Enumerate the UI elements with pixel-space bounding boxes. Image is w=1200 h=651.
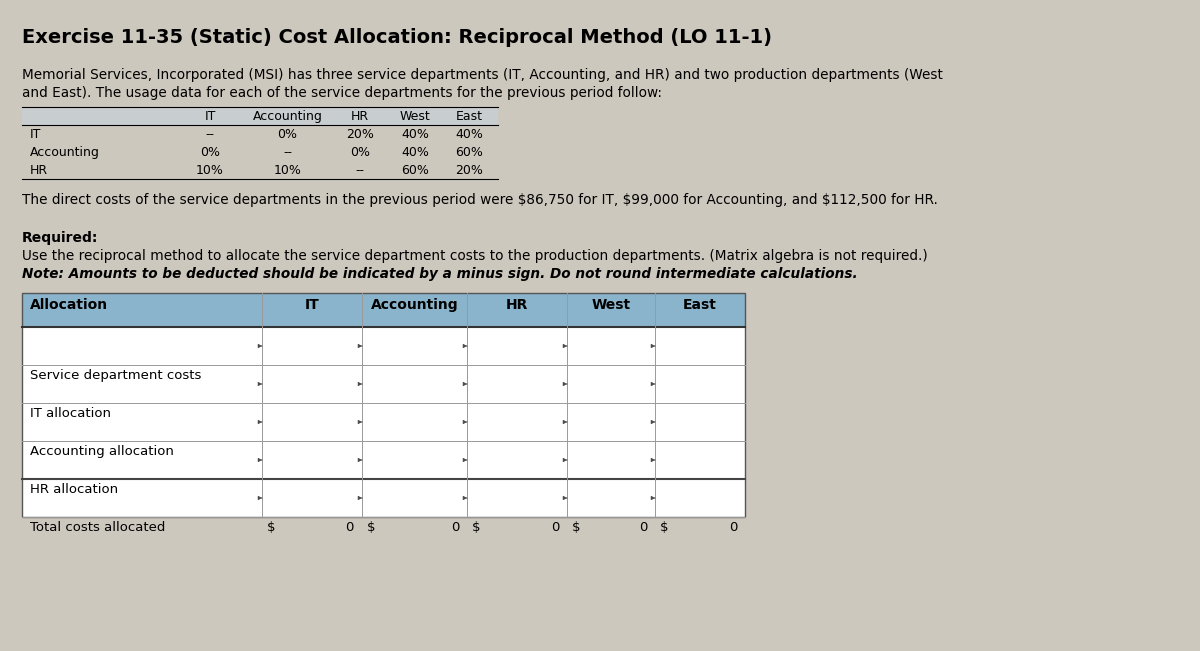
Text: Total costs allocated: Total costs allocated bbox=[30, 521, 166, 534]
Text: Accounting: Accounting bbox=[252, 110, 323, 123]
Text: 40%: 40% bbox=[401, 128, 428, 141]
Text: 0: 0 bbox=[346, 521, 354, 534]
Text: East: East bbox=[683, 298, 716, 312]
Text: Accounting allocation: Accounting allocation bbox=[30, 445, 174, 458]
Text: HR allocation: HR allocation bbox=[30, 483, 118, 496]
Text: --: -- bbox=[355, 164, 365, 177]
Bar bbox=[22, 365, 745, 403]
Bar bbox=[22, 293, 745, 517]
Text: Note: Amounts to be deducted should be indicated by a minus sign. Do not round i: Note: Amounts to be deducted should be i… bbox=[22, 267, 858, 281]
Text: 40%: 40% bbox=[401, 146, 428, 159]
Text: IT: IT bbox=[30, 128, 41, 141]
Text: Allocation: Allocation bbox=[30, 298, 108, 312]
Bar bbox=[22, 293, 745, 327]
Text: $: $ bbox=[367, 521, 376, 534]
Text: $: $ bbox=[266, 521, 276, 534]
Bar bbox=[22, 403, 745, 441]
Text: 0: 0 bbox=[551, 521, 559, 534]
Text: East: East bbox=[456, 110, 482, 123]
Bar bbox=[22, 107, 498, 125]
Text: HR: HR bbox=[506, 298, 528, 312]
Text: $: $ bbox=[572, 521, 581, 534]
Text: 0%: 0% bbox=[277, 128, 298, 141]
Text: Memorial Services, Incorporated (MSI) has three service departments (IT, Account: Memorial Services, Incorporated (MSI) ha… bbox=[22, 68, 943, 82]
Text: The direct costs of the service departments in the previous period were $86,750 : The direct costs of the service departme… bbox=[22, 193, 938, 207]
Text: 0%: 0% bbox=[200, 146, 220, 159]
Text: 20%: 20% bbox=[346, 128, 374, 141]
Text: 0%: 0% bbox=[350, 146, 370, 159]
Bar bbox=[22, 479, 745, 517]
Text: HR: HR bbox=[30, 164, 48, 177]
Text: Accounting: Accounting bbox=[371, 298, 458, 312]
Text: $: $ bbox=[660, 521, 668, 534]
Text: West: West bbox=[400, 110, 431, 123]
Text: IT: IT bbox=[305, 298, 319, 312]
Text: 10%: 10% bbox=[274, 164, 301, 177]
Text: 40%: 40% bbox=[455, 128, 482, 141]
Bar bbox=[22, 441, 745, 479]
Text: $: $ bbox=[472, 521, 480, 534]
Text: 60%: 60% bbox=[455, 146, 482, 159]
Text: IT: IT bbox=[204, 110, 216, 123]
Text: --: -- bbox=[283, 146, 292, 159]
Text: 0: 0 bbox=[638, 521, 647, 534]
Text: 60%: 60% bbox=[401, 164, 428, 177]
Text: Accounting: Accounting bbox=[30, 146, 100, 159]
Text: Use the reciprocal method to allocate the service department costs to the produc: Use the reciprocal method to allocate th… bbox=[22, 249, 928, 263]
Bar bbox=[22, 327, 745, 365]
Text: Required:: Required: bbox=[22, 231, 98, 245]
Text: Exercise 11-35 (Static) Cost Allocation: Reciprocal Method (LO 11-1): Exercise 11-35 (Static) Cost Allocation:… bbox=[22, 28, 772, 47]
Text: Service department costs: Service department costs bbox=[30, 369, 202, 382]
Text: IT allocation: IT allocation bbox=[30, 407, 112, 420]
Text: --: -- bbox=[205, 128, 215, 141]
Text: West: West bbox=[592, 298, 630, 312]
Text: 0: 0 bbox=[728, 521, 737, 534]
Text: 0: 0 bbox=[451, 521, 458, 534]
Text: 20%: 20% bbox=[455, 164, 482, 177]
Text: and East). The usage data for each of the service departments for the previous p: and East). The usage data for each of th… bbox=[22, 86, 662, 100]
Text: 10%: 10% bbox=[196, 164, 224, 177]
Text: HR: HR bbox=[350, 110, 370, 123]
